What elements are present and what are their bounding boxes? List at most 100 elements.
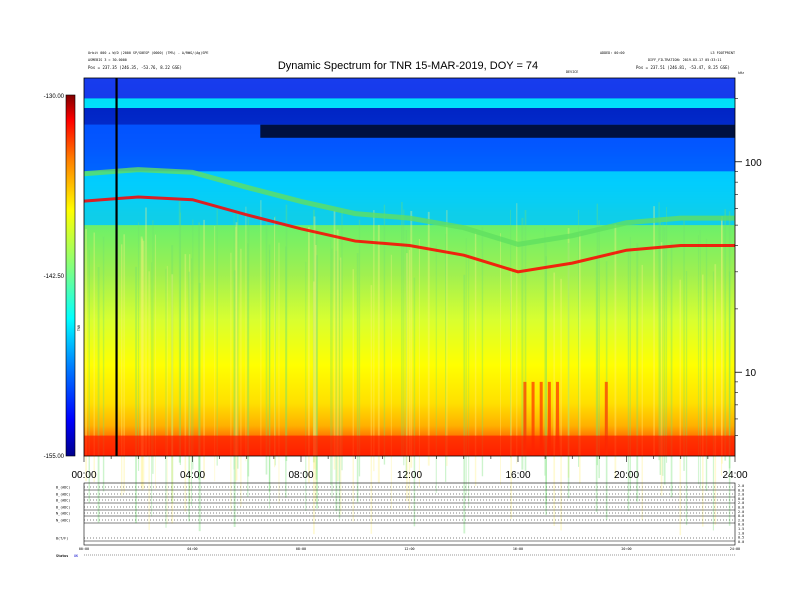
spectrum-streak: [524, 210, 527, 471]
spectrum-streak: [97, 267, 100, 523]
header-right-line1: ADDED: 00:00: [600, 51, 625, 55]
colorbar-label: TNR: [77, 324, 81, 331]
spectrum-streak: [720, 219, 723, 476]
y-axis: 100 10: [735, 98, 762, 436]
spectrum-streak: [274, 217, 276, 468]
spectrum-streak: [151, 262, 153, 517]
spectrum-streak: [370, 285, 373, 534]
spectrum-streak: [240, 248, 242, 507]
spectrum-streak: [629, 236, 631, 492]
spectrum-streak: [154, 234, 156, 490]
housekeeping-right-label: 2.0: [738, 510, 744, 514]
header-right-line2: DIFF_FILTRATION: 2019-03-17 05:33:11: [648, 58, 722, 62]
x-tick-label: 12:00: [397, 470, 422, 481]
spectrum-streak: [245, 206, 247, 462]
spectrum-band: [84, 108, 735, 125]
spectrum-streak: [410, 211, 413, 468]
spectrum-streak: [653, 206, 655, 457]
spectrum-streak: [721, 216, 723, 464]
spectrum-streak: [627, 252, 630, 511]
spectrum-streak: [463, 274, 466, 534]
housekeeping-row-label: N_(ADC): [56, 519, 70, 523]
spectrum-streak: [165, 268, 167, 528]
spectrum-streak: [285, 246, 287, 498]
spectrum-streak: [123, 234, 125, 493]
spectrum-streak: [120, 244, 123, 496]
spectrum-streak: [510, 268, 512, 520]
housekeeping-right-label: 2.0: [738, 518, 744, 522]
spectrum-streak: [596, 203, 598, 466]
spectrum-streak: [233, 270, 236, 527]
colorbar-tick-top: -130.00: [44, 94, 65, 100]
spectrum-streak: [500, 233, 502, 485]
spectrum-streak: [683, 220, 685, 471]
spectrum-streak: [560, 278, 562, 531]
spectrum-streak: [338, 260, 341, 519]
spectrum-streak: [336, 229, 339, 481]
header-corner-small: kHz: [738, 71, 744, 75]
header-right-line3: Pos = 237.51 (246.81, -53.47, 8.25 GSE): [636, 65, 730, 70]
spectrum-streak: [341, 210, 343, 471]
housekeeping-row-label: B_(ADC): [56, 493, 70, 497]
spectrum-streak: [171, 274, 174, 524]
spectrum-streak: [333, 210, 336, 470]
spectrum-streak: [269, 249, 271, 509]
spectrum-streak: [274, 215, 276, 466]
spectrum-streak: [152, 220, 154, 474]
spectrum-streak: [203, 219, 205, 480]
housekeeping-frame: [83, 482, 736, 546]
spectrum-streak: [142, 240, 145, 489]
spectrum-streak: [260, 200, 262, 457]
burst-streak: [547, 381, 551, 456]
spectrum-streak: [135, 266, 137, 524]
spectrum-streak: [446, 210, 448, 466]
spectrum-streak: [705, 238, 708, 492]
spectrum-streak: [247, 243, 249, 497]
spectrum-streak: [137, 222, 140, 471]
spectrum-streak: [670, 241, 673, 498]
spectrum-streak: [305, 261, 307, 511]
colorbar: -130.00 -142.50 -155.00 TNR: [44, 94, 81, 460]
housekeeping-right-label: 0.0: [738, 506, 744, 510]
spectrum-streak: [383, 204, 386, 465]
housekeeping-time-label: 04:00: [187, 547, 197, 551]
spectrum-streak: [88, 249, 90, 503]
housekeeping-time-label: 20:00: [621, 547, 631, 551]
spectrum-streak: [268, 244, 271, 493]
spectrum-streak: [595, 258, 598, 513]
housekeeping-right-label: 0.0: [738, 488, 744, 492]
spectrum-streak: [285, 204, 288, 462]
spectrum-streak: [660, 242, 663, 496]
housekeeping-row-label: B_(ADC): [56, 486, 70, 490]
spectrum-streak: [699, 229, 701, 489]
spectrum-streak: [352, 269, 354, 522]
spectrum-streak: [148, 271, 150, 530]
spectrum-streak: [666, 206, 668, 463]
housekeeping-time-label: 12:00: [404, 547, 414, 551]
spectrum-streak: [659, 220, 662, 475]
spectrum-streak: [189, 254, 191, 504]
spectrum-streak: [377, 224, 380, 484]
spectrum-streak: [85, 228, 87, 482]
housekeeping-right-label: 0.0: [738, 497, 744, 501]
spectrum-streak: [567, 228, 570, 478]
spectrum-streak: [141, 238, 144, 491]
spectrum-band: [84, 98, 735, 109]
spectrum-streak: [313, 216, 316, 469]
spectrum-streak: [140, 236, 143, 487]
housekeeping-time-axis: 00:00 04:00 08:00 12:00 16:00 20:00 24:00: [79, 547, 740, 551]
spectrum-streak: [179, 212, 181, 466]
spectrum-streak: [712, 271, 714, 531]
spectrum-streak: [544, 227, 546, 476]
housekeeping-row-label: B(T/F): [56, 537, 68, 541]
spectrum-streak: [178, 201, 181, 463]
spectrum-streak: [315, 228, 318, 480]
status-label: Status: [56, 554, 68, 558]
spectrum-streak: [474, 232, 477, 487]
spectrum-streak: [553, 272, 556, 526]
spectrum-streak: [445, 233, 447, 482]
spectrum-streak: [356, 253, 359, 503]
housekeeping-right-label: 0.0: [738, 523, 744, 527]
x-tick-label: 24:00: [722, 470, 747, 481]
